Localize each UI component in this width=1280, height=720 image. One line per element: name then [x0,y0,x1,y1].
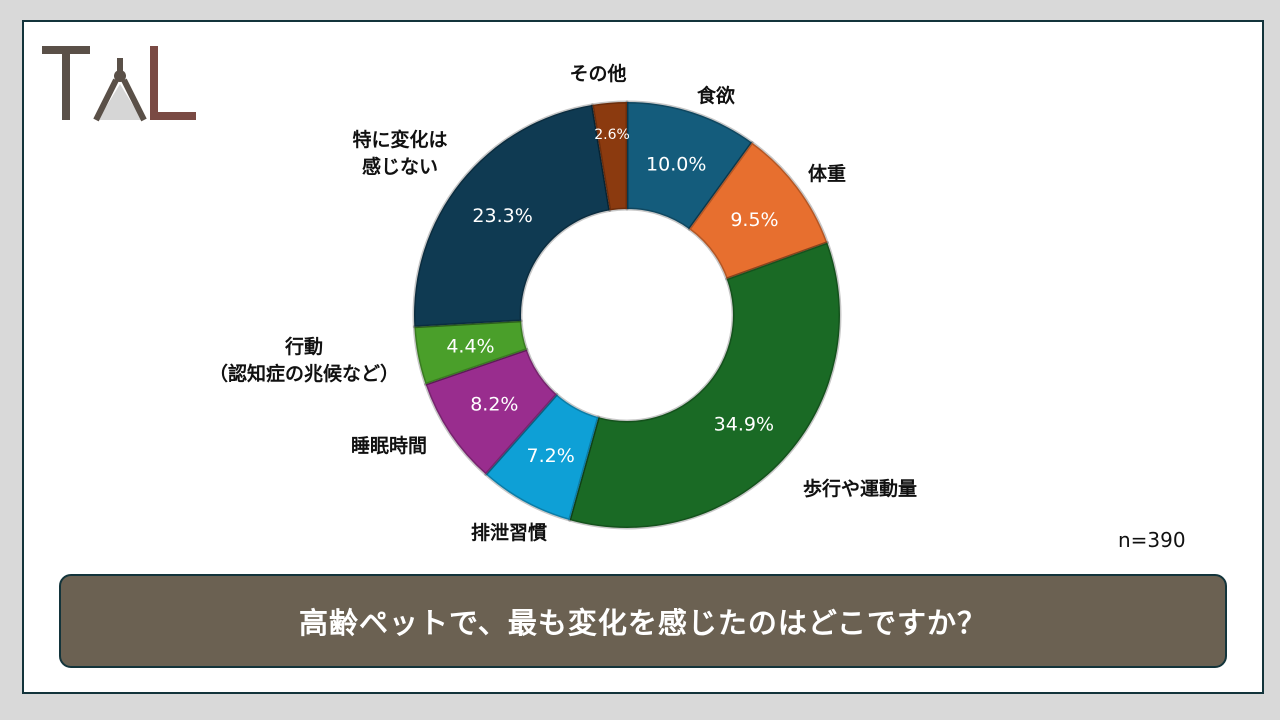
value-label: 23.3% [472,205,532,227]
sample-size: n=390 [1118,528,1186,552]
value-label: 7.2% [527,445,575,467]
question-box: 高齢ペットで、最も変化を感じたのはどこですか？ [59,574,1227,668]
donut-slice [412,103,612,329]
logo-letter-a-left [93,78,119,122]
value-label: 34.9% [714,414,774,436]
category-label: 睡眠時間 [351,435,427,457]
logo-letter-a-top [117,58,123,72]
donut-slice [590,100,629,212]
donut-slice [412,319,529,386]
logo-triangle [98,84,142,120]
slide: 10.0% 9.5% 34.9% 7.2% 8.2% 4.4% 23.3% 2.6% 食欲体重… [22,20,1264,694]
donut-slice [625,100,754,231]
value-label: 8.2% [470,394,518,416]
category-label: 特に変化は感じない [352,128,447,178]
category-label: その他 [569,62,626,85]
logo-letter-a-right [121,78,147,122]
donut-slice [424,347,559,476]
value-labels: 10.0% 9.5% 34.9% 7.2% 8.2% 4.4% 23.3% 2.6% [446,127,778,467]
value-label: 2.6% [594,127,630,143]
value-label: 9.5% [730,209,778,231]
category-label: 歩行や運動量 [803,477,917,500]
category-label: 行動（認知症の兆候など） [209,335,399,385]
logo-letter-l-base [150,112,196,120]
donut-slice [568,241,842,530]
logo-letter-l-stem [150,46,158,120]
donut-slice [484,392,600,522]
category-label: 体重 [808,162,846,185]
value-label: 10.0% [646,153,706,175]
donut-slices [412,100,842,530]
donut-chart: 10.0% 9.5% 34.9% 7.2% 8.2% 4.4% 23.3% 2.6% 食欲体重… [209,62,917,544]
category-label: 食欲 [697,84,735,107]
value-label: 4.4% [446,336,494,358]
question-text: 高齢ペットで、最も変化を感じたのはどこですか？ [299,606,987,640]
tal-logo [42,46,196,122]
category-label: 排泄習慣 [471,521,547,544]
logo-letter-a-hinge [114,70,126,82]
donut-slice [687,141,829,281]
logo-letter-t-stem [62,46,70,120]
